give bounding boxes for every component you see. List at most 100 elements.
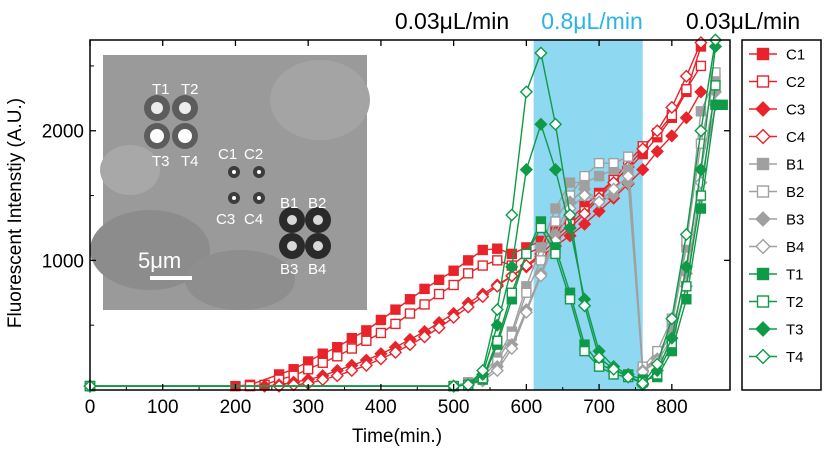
legend-label: B3 <box>786 212 804 229</box>
data-point-C4 <box>330 369 344 383</box>
data-point-C3 <box>694 85 708 99</box>
inset-blob <box>270 60 370 140</box>
inset-label-b1: B1 <box>280 195 298 212</box>
data-point-C1 <box>346 332 358 344</box>
data-point-B1 <box>593 170 605 182</box>
inset-label-c2: C2 <box>244 146 263 163</box>
data-point-T2 <box>579 345 590 357</box>
inset-label-t3: T3 <box>152 153 170 170</box>
x-tick-label: 500 <box>438 397 470 418</box>
legend-marker <box>756 267 770 281</box>
flow-label-middle: 0.8μL/min <box>541 8 642 34</box>
legend-label: T4 <box>786 349 804 366</box>
legend-marker <box>756 185 770 198</box>
inset-label-c3: C3 <box>216 211 235 228</box>
legend-item-C3: C3 <box>749 101 805 119</box>
data-point-B2 <box>608 157 619 169</box>
data-point-B2 <box>521 287 532 298</box>
data-point-B4 <box>505 341 519 356</box>
data-point-C2 <box>361 335 372 346</box>
data-point-T4 <box>534 46 548 60</box>
legend-item-C2: C2 <box>749 74 805 91</box>
x-tick-label: 700 <box>583 397 615 418</box>
data-point-T3 <box>519 163 533 177</box>
x-tick-label: 300 <box>292 397 324 418</box>
cell-highlight <box>257 196 261 200</box>
data-point-C1 <box>361 325 372 336</box>
axes-layer: 0 100 200 300 400 500 600 700 800 1000 2000 <box>42 40 730 418</box>
data-point-T3 <box>534 117 548 131</box>
data-point-C1 <box>375 314 387 326</box>
x-tick-label: 800 <box>656 397 688 418</box>
cell-highlight <box>287 215 297 225</box>
data-point-C4 <box>476 290 490 304</box>
cell-highlight <box>178 129 192 143</box>
legend-marker <box>756 47 770 61</box>
legend: C1 C2 C3 C4 B1 B2 B3 B4 T1 T2 T3 T4 <box>749 47 805 366</box>
data-point-C2 <box>317 357 328 368</box>
legend-marker <box>755 348 771 365</box>
legend-label: B2 <box>786 184 804 201</box>
legend-item-T4: T4 <box>749 348 804 366</box>
flow-label-right: 0.03μL/min <box>686 8 800 34</box>
data-point-T3 <box>694 163 708 177</box>
data-point-C4 <box>650 124 664 138</box>
data-point-C4 <box>316 373 330 387</box>
cell-highlight <box>150 129 164 143</box>
legend-label: C4 <box>786 129 805 146</box>
data-point-T4 <box>505 208 519 222</box>
x-tick-label: 600 <box>511 397 543 418</box>
data-point-B1 <box>550 203 561 214</box>
legend-item-C1: C1 <box>749 47 805 64</box>
cell-cluster-c <box>228 166 265 204</box>
inset-blob <box>185 250 295 310</box>
data-point-T4 <box>650 357 664 371</box>
data-point-T2 <box>506 287 518 298</box>
inset-label-b4: B4 <box>308 261 326 278</box>
data-point-C1 <box>317 348 328 359</box>
data-point-B4 <box>519 305 533 319</box>
data-point-C2 <box>477 260 488 271</box>
legend-marker <box>756 157 770 171</box>
data-point-T1 <box>717 99 728 111</box>
legend-item-T1: T1 <box>749 267 804 284</box>
data-point-C3 <box>592 204 606 218</box>
inset-label-b2: B2 <box>308 195 326 212</box>
legend-label: B4 <box>786 239 804 256</box>
data-point-C4 <box>665 100 679 115</box>
data-point-C4 <box>359 358 373 372</box>
legend-marker <box>755 238 771 255</box>
data-point-T4 <box>519 85 533 99</box>
data-point-C1 <box>404 294 416 305</box>
cell-highlight <box>287 241 297 251</box>
legend-item-B1: B1 <box>749 157 804 174</box>
data-point-C4 <box>417 330 432 344</box>
data-point-B4 <box>621 169 635 183</box>
legend-marker <box>756 295 770 308</box>
y-axis-title: Fluorescent Intenstiy (A.U.) <box>5 98 26 328</box>
data-point-C3 <box>577 217 592 231</box>
data-point-C3 <box>636 163 650 177</box>
data-point-T4 <box>621 370 635 384</box>
data-point-C2 <box>302 364 314 375</box>
legend-label: C3 <box>786 102 805 119</box>
data-point-C4 <box>432 321 446 335</box>
scale-bar-label: 5μm <box>138 248 181 273</box>
data-point-T1 <box>681 294 692 305</box>
legend-label: C2 <box>786 74 805 91</box>
data-point-T4 <box>490 303 504 317</box>
data-point-C2 <box>332 351 343 362</box>
cell-highlight <box>232 196 236 200</box>
data-point-C2 <box>681 84 692 95</box>
cell-highlight <box>313 241 323 251</box>
data-point-B4 <box>490 363 504 378</box>
data-point-B2 <box>579 170 590 182</box>
legend-marker <box>755 211 771 227</box>
data-point-C2 <box>419 299 430 310</box>
series-T4 <box>83 33 723 393</box>
data-point-T4 <box>694 124 708 138</box>
data-point-T4 <box>679 227 693 242</box>
series-layer <box>83 33 728 393</box>
data-point-B2 <box>550 216 561 227</box>
data-point-C4 <box>403 338 417 352</box>
